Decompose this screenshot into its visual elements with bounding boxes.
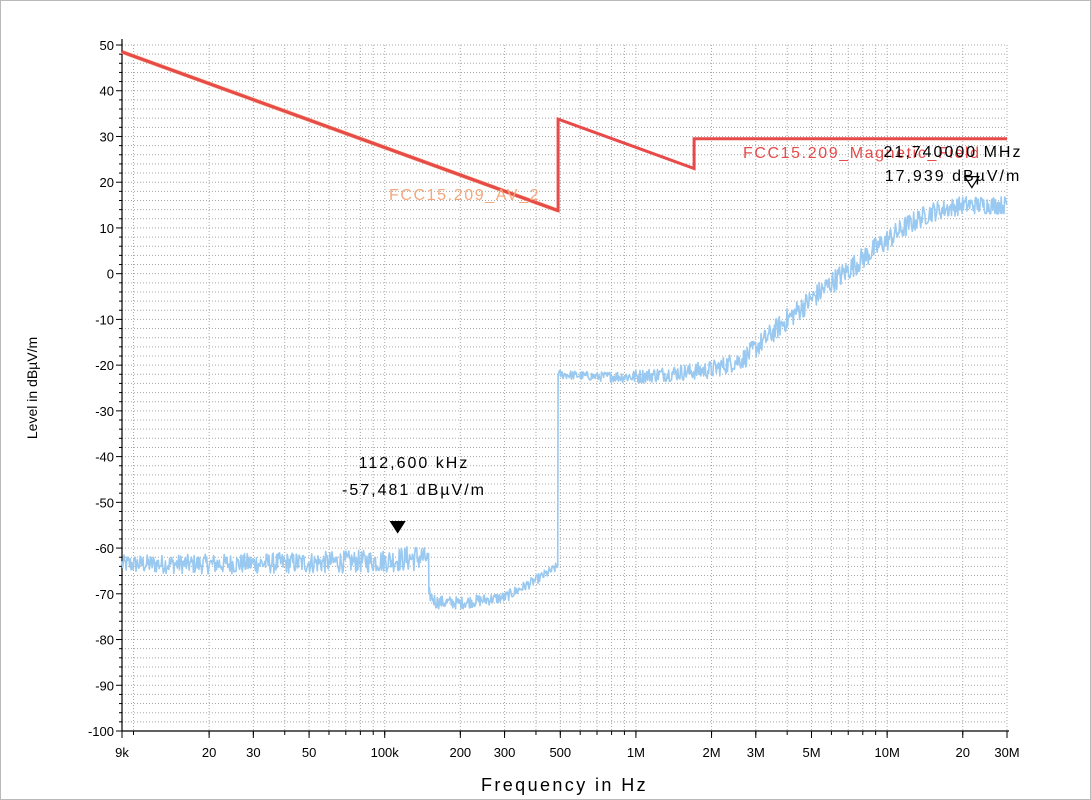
- x-tick-label: 9k: [115, 745, 129, 760]
- y-tick-label: 0: [107, 267, 114, 282]
- y-tick-label: -100: [88, 724, 114, 739]
- marker-1-level-label: -57,481 dBµV/m: [342, 482, 486, 499]
- limit-label-magnetic: FCC15.209_Magnetic_Field: [743, 145, 981, 162]
- x-tick-label: 500: [549, 745, 571, 760]
- y-tick-label: 20: [100, 175, 114, 190]
- plot-area: [122, 45, 1007, 731]
- x-tick-label: 30: [246, 745, 260, 760]
- y-tick-label: 30: [100, 129, 114, 144]
- marker-1-frequency-label: 112,600 kHz: [359, 455, 470, 472]
- x-tick-label: 30M: [994, 745, 1019, 760]
- grid-layer: [121, 44, 1008, 732]
- marker-2-level-label: 17,939 dBµV/m: [885, 168, 1022, 185]
- x-tick-label: 10M: [874, 745, 899, 760]
- y-tick-label: -90: [95, 678, 114, 693]
- axis-layer: 50 40 30 20 10 0 -10 -20 -30 -40 -50 -60 -70 -80 -90 -1…: [88, 38, 1020, 760]
- x-tick-label: 1M: [627, 745, 645, 760]
- limit-line-magnetic-field: [121, 50, 1007, 213]
- x-tick-label: 2M: [703, 745, 721, 760]
- y-tick-label: -80: [95, 633, 114, 648]
- y-tick-label: 10: [100, 221, 114, 236]
- x-tick-label: 20: [956, 745, 970, 760]
- y-tick-label: -60: [95, 541, 114, 556]
- y-tick-label: -10: [95, 312, 114, 327]
- x-axis-title: Frequency in Hz: [481, 775, 648, 795]
- y-axis-title: Level in dBµV/m: [24, 337, 40, 439]
- x-tick-label: 200: [449, 745, 471, 760]
- y-tick-label: 40: [100, 84, 114, 99]
- x-tick-label: 3M: [747, 745, 765, 760]
- limit-label-av: FCC15.209_AV_2: [389, 187, 540, 204]
- marker-1-triangle: [389, 520, 406, 534]
- x-tick-label: 50: [302, 745, 316, 760]
- x-tick-label: 20: [202, 745, 216, 760]
- y-tick-label: -70: [95, 587, 114, 602]
- y-tick-label: 50: [100, 38, 114, 53]
- x-tick-label: 300: [494, 745, 516, 760]
- x-tick-label: 100k: [371, 745, 400, 760]
- label-layer: FCC15.209_AV_2 FCC15.209_Magnetic_Field …: [24, 144, 1023, 795]
- y-tick-label: -20: [95, 358, 114, 373]
- y-tick-label: -40: [95, 450, 114, 465]
- marker-2-triangle: [963, 176, 980, 189]
- y-tick-label: -50: [95, 495, 114, 510]
- marker-2-frequency-label: 21,740000 MHz: [884, 144, 1023, 161]
- y-tick-label: -30: [95, 404, 114, 419]
- x-tick-label: 5M: [802, 745, 820, 760]
- series-layer: [121, 50, 1008, 610]
- measurement-trace: [121, 196, 1008, 610]
